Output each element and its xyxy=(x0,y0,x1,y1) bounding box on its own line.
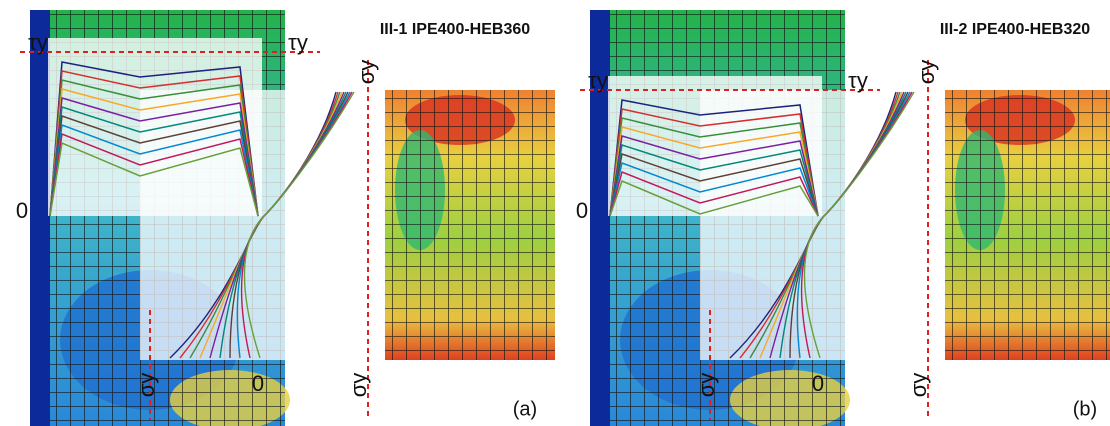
inset-normal xyxy=(140,90,380,360)
shear-curve xyxy=(609,161,819,217)
sigma-label: σy xyxy=(694,373,719,398)
shear-curve xyxy=(609,144,819,217)
zero-label: 0 xyxy=(16,198,28,223)
inset-normal xyxy=(700,90,940,360)
panel: III-2 IPE400-HEB320 τy τy σy σy σy 0 0 (b) xyxy=(576,10,1110,426)
shear-curve xyxy=(49,114,259,217)
normal-curve xyxy=(243,91,355,359)
panel: III-1 IPE400-HEB360 τy τy σy σy σy 0 0 (a) xyxy=(16,10,555,426)
shear-curve xyxy=(609,179,819,217)
sigma-label: σy xyxy=(914,60,939,85)
tau-label: τy xyxy=(288,30,308,55)
sigma-label: σy xyxy=(134,373,159,398)
shear-curve xyxy=(609,170,819,217)
normal-curve xyxy=(803,91,915,359)
shear-curve xyxy=(49,132,259,217)
shear-curve xyxy=(609,117,819,217)
panel-caption: (a) xyxy=(513,398,537,420)
shear-curve xyxy=(49,141,259,217)
zero-label: 0 xyxy=(812,371,824,396)
shear-curve xyxy=(49,123,259,217)
shear-curve xyxy=(609,153,819,217)
zero-label: 0 xyxy=(576,198,588,223)
sigma-label: σy xyxy=(346,373,371,398)
tau-label: τy xyxy=(28,30,48,55)
shear-curve xyxy=(609,135,819,217)
flange xyxy=(590,10,610,426)
flange xyxy=(30,10,50,426)
panel-title: III-2 IPE400-HEB320 xyxy=(940,21,1090,38)
grid xyxy=(945,90,1110,360)
shear-curve xyxy=(609,126,819,217)
sigma-label: σy xyxy=(906,373,931,398)
sigma-label: σy xyxy=(354,60,379,85)
panel-title: III-1 IPE400-HEB360 xyxy=(380,21,530,38)
tau-label: τy xyxy=(588,68,608,93)
panel-caption: (b) xyxy=(1073,398,1097,420)
grid xyxy=(385,90,555,360)
zero-label: 0 xyxy=(252,371,264,396)
tau-label: τy xyxy=(848,68,868,93)
